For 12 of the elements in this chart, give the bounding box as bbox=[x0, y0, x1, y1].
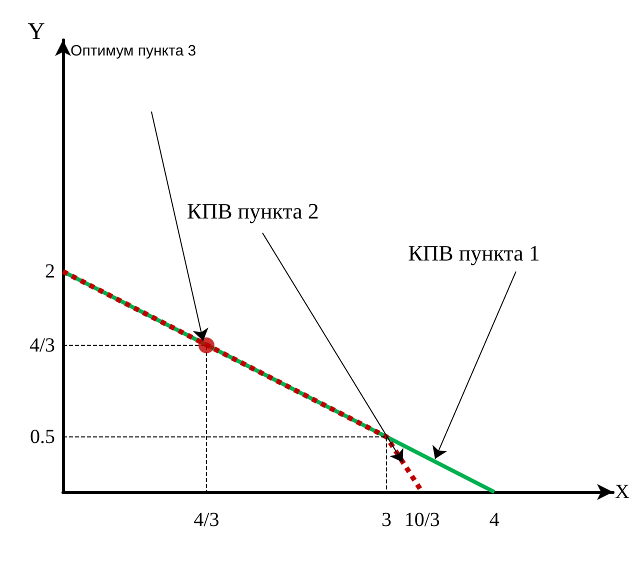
y-tick-label: 4/3 bbox=[29, 334, 55, 356]
y-tick-label: 0.5 bbox=[30, 426, 55, 448]
annotation: Оптимум пункта 3 bbox=[70, 42, 196, 60]
x-tick-label: 3 bbox=[382, 509, 392, 531]
y-tick-label: 2 bbox=[45, 260, 55, 283]
y-axis-title: Y bbox=[28, 19, 45, 45]
x-tick-label: 4/3 bbox=[194, 509, 220, 531]
annotation: КПВ пункта 1 bbox=[408, 240, 540, 266]
x-axis-title: X bbox=[615, 481, 630, 503]
x-tick-label: 4 bbox=[489, 509, 500, 531]
annotation: КПВ пункта 2 bbox=[187, 198, 319, 224]
x-tick-label: 10/3 bbox=[404, 509, 440, 531]
